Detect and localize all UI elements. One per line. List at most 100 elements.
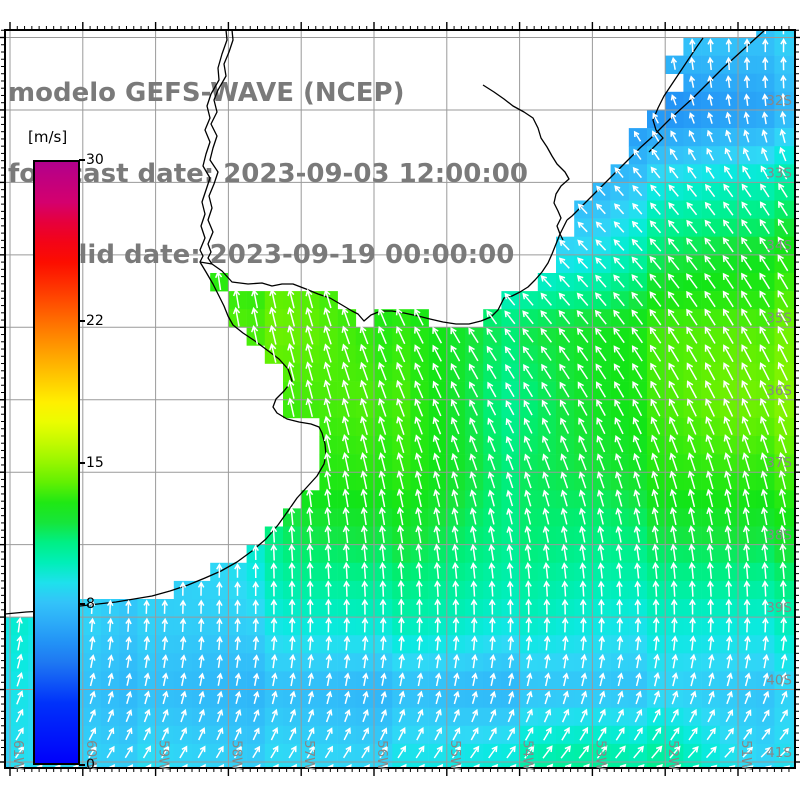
wind-arrow: [579, 562, 587, 579]
wind-arrow: [634, 708, 643, 723]
wind-arrow: [777, 218, 789, 235]
wind-arrow: [106, 599, 114, 614]
wind-arrow: [234, 672, 242, 686]
wind-arrow: [692, 764, 700, 768]
wind-arrow: [667, 308, 680, 326]
wind-arrow: [288, 543, 296, 561]
wind-arrow: [216, 635, 223, 650]
speed-cell: [519, 762, 539, 768]
wind-arrow: [361, 543, 368, 561]
wind-arrow: [252, 617, 260, 633]
wind-arrow: [434, 653, 442, 669]
wind-arrow: [761, 147, 769, 161]
wind-arrow: [216, 727, 224, 741]
wind-arrow: [378, 434, 387, 454]
wind-arrow: [653, 672, 661, 687]
wind-arrow: [668, 416, 679, 435]
speed-cell: [5, 725, 11, 745]
wind-arrow: [688, 561, 696, 579]
lon-axis-label: 57W: [301, 740, 317, 771]
colorbar-tick-label: 0: [86, 757, 95, 773]
wind-arrow: [723, 452, 733, 472]
wind-arrow: [596, 471, 605, 489]
wind-arrow: [433, 507, 441, 525]
wind-arrow: [307, 616, 314, 633]
wind-arrow: [379, 616, 387, 633]
wind-arrow: [379, 598, 387, 615]
colorbar-tick-mark: [79, 320, 85, 323]
wind-arrow: [450, 327, 461, 344]
speed-cell: [283, 762, 302, 768]
wind-arrow: [651, 470, 660, 490]
lon-axis-label: 52W: [665, 740, 681, 771]
wind-arrow: [397, 598, 405, 615]
wind-arrow: [291, 763, 297, 768]
wind-arrow: [670, 525, 677, 544]
wind-arrow: [725, 93, 732, 106]
speed-cell: [701, 762, 721, 768]
wind-arrow: [234, 563, 241, 578]
wind-arrow: [107, 709, 115, 723]
wind-arrow: [759, 397, 770, 417]
wind-arrow: [323, 433, 332, 454]
wind-arrow: [615, 562, 623, 579]
wind-arrow: [125, 636, 132, 650]
wind-arrow: [576, 292, 589, 306]
wind-arrow: [344, 708, 351, 723]
wind-arrow: [741, 290, 752, 308]
wind-arrow: [779, 146, 787, 162]
wind-arrow: [272, 763, 279, 768]
speed-cell: [5, 653, 11, 672]
wind-arrow: [650, 380, 661, 399]
wind-arrow: [725, 75, 732, 88]
wind-arrow: [650, 166, 661, 179]
wind-arrow: [433, 488, 441, 507]
wind-arrow: [780, 635, 788, 651]
lat-axis-label: 32S: [766, 93, 792, 109]
wind-arrow: [637, 764, 645, 768]
north-shore-coastline: [199, 219, 568, 325]
wind-arrow: [616, 598, 623, 615]
wind-arrow: [761, 111, 769, 125]
wind-arrow: [780, 690, 788, 705]
wind-arrow: [726, 672, 733, 687]
wind-arrow: [633, 130, 642, 142]
wind-arrow: [759, 236, 771, 253]
wind-arrow: [215, 270, 223, 291]
wind-arrow: [341, 325, 351, 345]
wind-arrow: [762, 617, 769, 633]
wind-arrow: [197, 599, 205, 614]
wind-arrow: [725, 598, 733, 615]
wind-arrow: [288, 525, 296, 543]
river-east-bank-coastline: [207, 30, 234, 265]
wind-arrow: [725, 635, 733, 651]
speed-cell: [5, 743, 11, 763]
wind-arrow: [656, 763, 663, 768]
wind-arrow: [398, 616, 405, 633]
wind-arrow: [161, 654, 169, 669]
wind-arrow: [288, 745, 297, 759]
wind-arrow: [687, 745, 699, 759]
wind-arrow: [740, 254, 753, 271]
wind-arrow: [379, 745, 388, 759]
wind-arrow: [305, 343, 314, 363]
wind-arrow: [762, 74, 769, 88]
wind-arrow: [741, 201, 752, 216]
wind-arrow: [631, 238, 643, 252]
wind-arrow: [488, 562, 496, 579]
wind-arrow: [453, 708, 460, 723]
wind-arrow: [667, 291, 680, 308]
wind-arrow: [305, 325, 314, 345]
wind-arrow: [106, 727, 115, 741]
wind-arrow: [252, 654, 260, 668]
wind-arrow: [542, 471, 550, 489]
wind-arrow: [725, 129, 732, 143]
wind-arrow: [324, 745, 333, 759]
wind-arrow: [778, 200, 788, 217]
wind-arrow: [759, 201, 770, 216]
wind-arrow: [560, 525, 568, 543]
wind-arrow: [287, 361, 295, 381]
wind-arrow: [652, 580, 660, 597]
wind-arrow: [687, 452, 696, 472]
wind-arrow: [216, 563, 223, 578]
